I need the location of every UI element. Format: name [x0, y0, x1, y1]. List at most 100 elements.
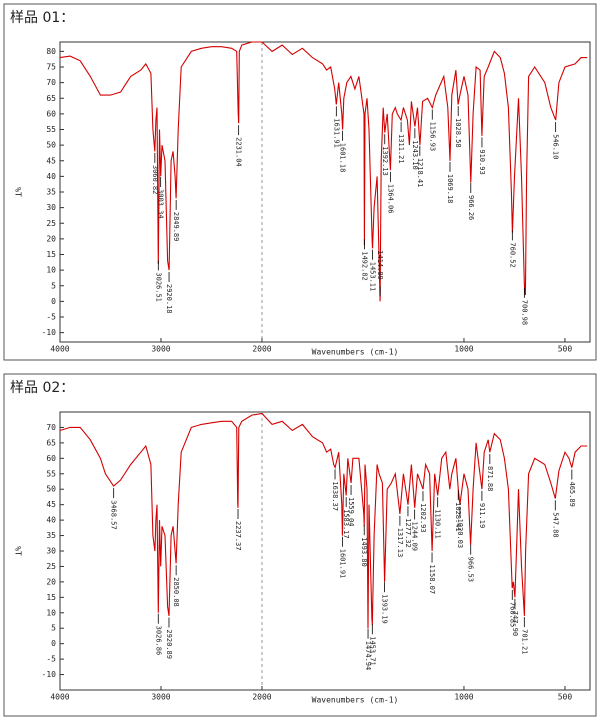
peak-label: 3026.51 [154, 272, 162, 302]
peak-label: 1493.80 [360, 537, 368, 567]
peak-label: 1393.19 [381, 594, 389, 624]
y-tick-label: 10 [46, 608, 56, 617]
y-tick-label: 80 [46, 47, 56, 56]
y-tick-label: 70 [46, 78, 56, 87]
peak-label: 871.88 [486, 466, 494, 491]
peak-label: 1317.13 [396, 528, 404, 558]
peak-label: 1392.13 [381, 146, 389, 176]
x-tick-label: 3000 [151, 345, 170, 354]
peak-label: 1218.41 [416, 158, 424, 188]
y-tick-label: 45 [46, 500, 56, 509]
x-tick-label: 500 [558, 693, 573, 702]
panel-frame [3, 3, 597, 361]
peak-label: 2237.37 [234, 521, 242, 551]
peak-label: 547.88 [551, 512, 559, 537]
peak-label: 2231.04 [235, 137, 243, 167]
y-tick-label: -10 [42, 328, 57, 337]
peak-label: 1028.41 [454, 502, 462, 532]
x-tick-label: 3000 [151, 693, 170, 702]
x-tick-label: 2000 [252, 345, 271, 354]
y-tick-label: 55 [46, 469, 56, 478]
y-tick-label: 10 [46, 266, 56, 275]
peak-label: 2850.08 [172, 577, 180, 607]
y-tick-label: 65 [46, 94, 56, 103]
peak-label: 966.53 [467, 557, 475, 582]
peak-label: 1130.11 [434, 509, 442, 539]
y-tick-label: 50 [46, 485, 56, 494]
peak-label: 2920.89 [165, 629, 173, 659]
peak-label: 1069.18 [446, 174, 454, 204]
peak-label: 1158.07 [428, 565, 436, 595]
peak-label: 2920.18 [165, 284, 173, 314]
peak-label: 1414.89 [376, 250, 384, 280]
y-tick-label: 15 [46, 593, 56, 602]
x-tick-label: 1000 [454, 693, 473, 702]
y-tick-label: 5 [51, 281, 56, 290]
panel-title: 样品 02： [10, 380, 74, 396]
x-tick-label: 4000 [50, 345, 69, 354]
peak-label: 760.85 [508, 602, 516, 627]
peak-label: 1243.10 [411, 140, 419, 170]
y-tick-label: 45 [46, 156, 56, 165]
peak-label: 1601.18 [339, 143, 347, 173]
peak-label: 3026.86 [154, 626, 162, 656]
peak-label: 1453.11 [368, 262, 376, 292]
y-tick-label: 60 [46, 454, 56, 463]
peak-label: 3468.57 [110, 500, 118, 530]
peak-label: 1583.17 [342, 509, 350, 539]
y-tick-label: -10 [42, 670, 57, 679]
peak-label: 760.52 [508, 242, 516, 267]
peak-label: 701.21 [520, 629, 528, 654]
peak-label: 1028.58 [454, 118, 462, 148]
spectrum [59, 41, 588, 302]
peak-label: 1474.94 [364, 641, 372, 671]
y-tick-label: 40 [46, 516, 56, 525]
peak-label: 747.90 [511, 611, 519, 636]
plot-frame [59, 41, 591, 343]
peak-label: 546.10 [552, 134, 560, 159]
peak-label: 1311.21 [397, 134, 405, 164]
y-tick-label: 35 [46, 531, 56, 540]
x-tick-label: 2000 [252, 693, 271, 702]
peak-label: 1277.32 [404, 518, 412, 548]
panel-title: 样品 01： [10, 10, 74, 26]
y-tick-label: 15 [46, 250, 56, 259]
y-tick-label: 70 [46, 423, 56, 432]
panel-frame [3, 373, 597, 717]
y-tick-label: 35 [46, 188, 56, 197]
peak-label: 910.93 [478, 149, 486, 174]
y-tick-label: 25 [46, 219, 56, 228]
peak-label: 1156.93 [428, 122, 436, 152]
peak-label: 1244.09 [411, 522, 419, 552]
peak-label: 1364.06 [386, 184, 394, 214]
peak-label: 1601.91 [338, 549, 346, 579]
peak-label: 700.98 [520, 300, 528, 325]
y-tick-label: 25 [46, 562, 56, 571]
y-tick-label: 55 [46, 125, 56, 134]
peak-label: 2849.89 [172, 212, 180, 242]
peak-label: 3060.82 [151, 165, 159, 195]
y-tick-label: 40 [46, 172, 56, 181]
peak-label: 465.89 [568, 481, 576, 506]
peak-label: 911.19 [478, 503, 486, 528]
y-tick-label: 20 [46, 234, 56, 243]
y-tick-label: -5 [46, 313, 56, 322]
peak-label: 1202.93 [419, 503, 427, 533]
y-axis-label: %T [14, 546, 23, 556]
y-tick-label: 65 [46, 438, 56, 447]
y-tick-label: 0 [51, 639, 56, 648]
x-axis-label: Wavenumbers (cm-1) [312, 348, 399, 357]
y-tick-label: -5 [46, 655, 56, 664]
peak-label: 3003.34 [157, 189, 165, 219]
y-tick-label: 60 [46, 109, 56, 118]
peak-label: 966.26 [467, 195, 475, 220]
y-tick-label: 50 [46, 141, 56, 150]
peak-label: 1453.71 [368, 636, 376, 666]
y-tick-label: 0 [51, 297, 56, 306]
y-tick-label: 5 [51, 624, 56, 633]
peak-label: 1631.91 [332, 118, 340, 148]
peak-label: 1492.82 [360, 251, 368, 281]
y-tick-label: 30 [46, 547, 56, 556]
x-axis-label: Wavenumbers (cm-1) [312, 696, 399, 705]
